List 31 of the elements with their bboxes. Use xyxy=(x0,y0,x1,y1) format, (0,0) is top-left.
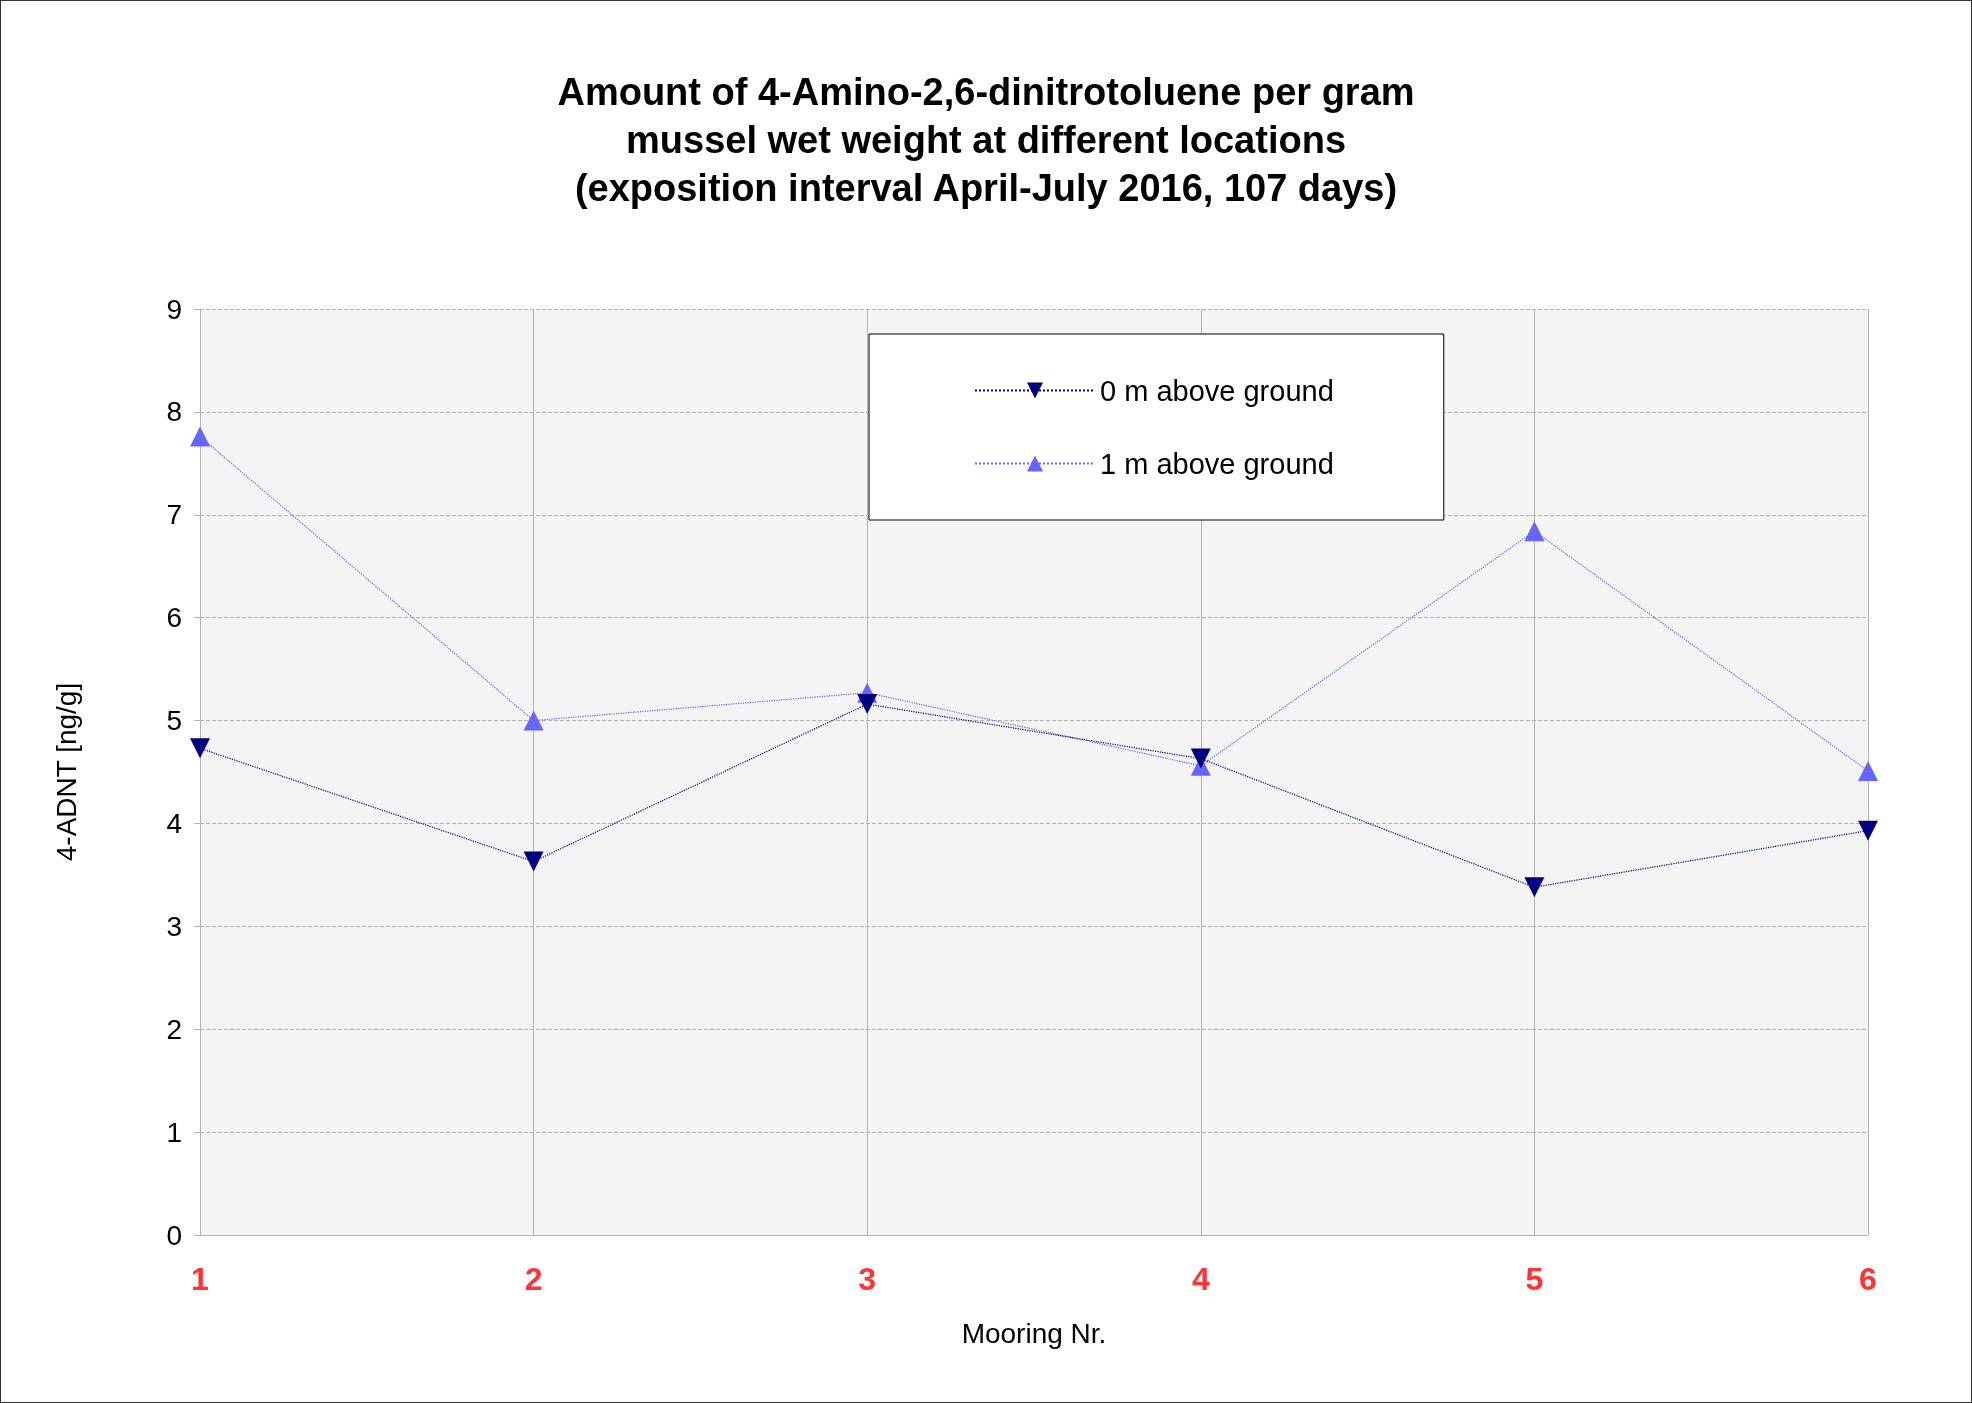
x-tick-label: 3 xyxy=(858,1261,877,1297)
y-tick-label: 4 xyxy=(166,807,182,839)
point xyxy=(1524,877,1545,898)
point xyxy=(1858,760,1878,781)
x-tick-label: 1 xyxy=(191,1261,209,1297)
chart-title: Amount of 4-Amino-2,6-dinitrotoluene per gram mussel wet weight at different locations (exposition interval April-July 2016, 107 days) xyxy=(557,71,1415,209)
x-axis-title: Mooring Nr. xyxy=(961,1317,1107,1349)
y-tick-label: 8 xyxy=(166,396,182,428)
x-tick-label: 2 xyxy=(524,1261,543,1297)
y-tick-label: 5 xyxy=(166,705,182,737)
y-tick-label: 9 xyxy=(166,293,182,325)
point xyxy=(1190,748,1211,769)
point xyxy=(190,426,210,447)
y-tick-label: 7 xyxy=(166,499,182,531)
legend-label: 1 m above ground xyxy=(1100,447,1334,480)
y-tick-label: 1 xyxy=(166,1116,182,1148)
point xyxy=(1524,521,1545,542)
y-axis-title: 4-ADNT [ng/g] xyxy=(50,682,82,862)
point xyxy=(1858,820,1878,841)
y-tick-label: 3 xyxy=(166,910,182,942)
point xyxy=(190,738,210,759)
point xyxy=(523,710,544,731)
y-tick-label: 2 xyxy=(166,1013,182,1045)
x-tick-label: 5 xyxy=(1525,1261,1544,1297)
y-tick-label: 0 xyxy=(166,1219,182,1251)
point xyxy=(857,694,878,715)
x-tick-label: 6 xyxy=(1859,1261,1877,1297)
point xyxy=(523,851,544,872)
x-tick-label: 4 xyxy=(1191,1261,1210,1297)
legend-label: 0 m above ground xyxy=(1100,374,1334,407)
y-tick-label: 6 xyxy=(166,602,182,634)
